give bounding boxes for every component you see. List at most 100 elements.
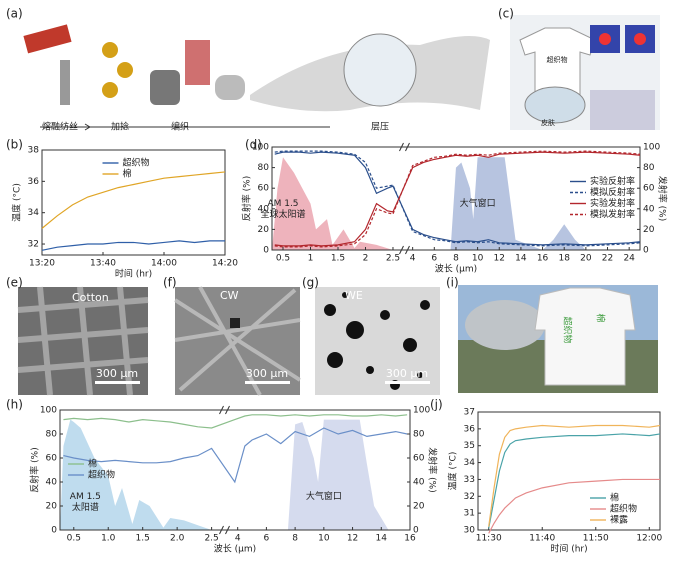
y-tick-label: 60 (46, 454, 58, 464)
legend-label: 棉 (88, 458, 97, 470)
x-tick-label: 11:50 (583, 534, 609, 544)
process-step: 加捻 (111, 121, 129, 133)
y-tick-label: 32 (28, 240, 39, 250)
x-tick-label: 2.5 (204, 534, 218, 544)
panel-label: (f) (163, 276, 177, 290)
micrograph-cotton: Cotton 300 μm (17, 286, 149, 396)
x-tick-label: 2.5 (386, 254, 400, 264)
scale-bar-label: 300 μm (246, 367, 288, 380)
x-axis-label: 波长 (μm) (214, 543, 256, 555)
x-tick-label: 0.5 (276, 254, 290, 264)
y2-tick-label: 40 (413, 478, 425, 488)
x-tick-label: 16 (537, 254, 549, 264)
x-tick-label: 12 (494, 254, 505, 264)
y-axis-label: 反射率 (%) (241, 176, 253, 221)
shirt-label: 棉 (595, 313, 607, 322)
y2-tick-label: 20 (413, 502, 425, 512)
series-line (63, 427, 408, 484)
y2-tick-label: 80 (413, 430, 425, 440)
x-tick-label: 11:30 (476, 534, 502, 544)
y2-tick-label: 100 (643, 143, 660, 153)
y2-tick-label: 0 (413, 526, 419, 536)
y2-tick-label: 60 (643, 184, 655, 194)
series-line (274, 150, 641, 247)
y-tick-label: 31 (464, 509, 475, 519)
x-tick-label: 14 (376, 534, 388, 544)
shirt-illustration (510, 15, 660, 130)
x-tick-label: 6 (264, 534, 270, 544)
y-axis-label: 温度 (°C) (447, 452, 459, 491)
x-tick-label: 24 (623, 254, 635, 264)
x-tick-label: 8 (453, 254, 459, 264)
panel-label: (g) (302, 276, 319, 290)
x-tick-label: 13:40 (90, 259, 116, 269)
y-tick-label: 32 (464, 492, 475, 502)
shirt-label: 超织物 (547, 55, 568, 64)
y-tick-label: 36 (464, 424, 476, 434)
skin-label: 皮肤 (541, 118, 555, 127)
legend-label: 超织物 (123, 157, 150, 169)
scale-bar-label: 300 μm (386, 367, 428, 380)
spectrum-area (60, 419, 212, 530)
y-tick-label: 20 (258, 225, 270, 235)
series-line (274, 151, 641, 246)
micrograph-cw: CW 300 μm (173, 286, 302, 396)
panel-label: (c) (498, 7, 514, 21)
y2-axis-label: 发射率 (%) (657, 176, 669, 221)
x-tick-label: 1 (308, 254, 314, 264)
panel-label: (b) (6, 138, 23, 152)
panel-label: (j) (430, 398, 443, 412)
x-tick-label: 2.0 (170, 534, 185, 544)
x-tick-label: 16 (404, 534, 416, 544)
y-tick-label: 100 (252, 143, 269, 153)
legend-label: 实验反射率 (590, 175, 635, 187)
y-tick-label: 37 (464, 408, 475, 418)
photo-shirt (458, 285, 658, 393)
panel-label: (a) (6, 7, 23, 21)
plot-frame (41, 149, 226, 256)
y-tick-label: 35 (464, 441, 475, 451)
x-tick-label: 10 (318, 534, 330, 544)
process-step: 层压 (371, 122, 389, 133)
x-tick-label: 14:00 (151, 259, 177, 269)
panel-label: (h) (6, 398, 23, 412)
y-tick-label: 40 (258, 204, 270, 214)
y2-tick-label: 0 (643, 246, 649, 256)
scale-bar-label: 300 μm (96, 367, 138, 380)
y-axis-label: 反射率 (%) (29, 447, 41, 492)
panel-label: (d) (245, 138, 262, 152)
y-tick-label: 34 (28, 208, 40, 218)
panel-label: (i) (446, 276, 459, 290)
x-tick-label: 4 (410, 254, 416, 264)
micrograph-we: WE 300 μm (315, 287, 440, 395)
legend-label: 模拟发射率 (590, 208, 635, 220)
y2-tick-label: 80 (643, 163, 655, 173)
y2-tick-label: 20 (643, 225, 655, 235)
legend-label: 裸露 (610, 514, 628, 526)
y-tick-label: 38 (28, 146, 40, 156)
spectrum-area (450, 157, 640, 250)
micrograph-label: Cotton (72, 291, 109, 304)
x-axis-label: 波长 (μm) (435, 263, 477, 275)
area-label: 大气窗口 (460, 197, 496, 209)
y-tick-label: 30 (464, 526, 476, 536)
y-tick-label: 40 (46, 478, 58, 488)
micrograph-label: CW (220, 289, 239, 302)
x-tick-label: 12:00 (636, 534, 662, 544)
y-tick-label: 33 (464, 475, 475, 485)
x-tick-label: 14 (515, 254, 527, 264)
series-line (488, 424, 661, 527)
plot-frame (477, 411, 661, 531)
x-axis-label: 时间 (hr) (115, 268, 152, 280)
spectrum-area (272, 157, 393, 250)
y-tick-label: 36 (28, 177, 40, 187)
x-tick-label: 20 (580, 254, 592, 264)
process-step: 熔融纺丝 (42, 121, 78, 133)
y2-axis-label: 发射率 (%) (427, 447, 439, 492)
shirt-label: 超织物 (562, 316, 574, 343)
x-tick-label: 0.5 (67, 534, 81, 544)
area-label: AM 1.5 (70, 492, 101, 502)
y-tick-label: 20 (46, 502, 58, 512)
